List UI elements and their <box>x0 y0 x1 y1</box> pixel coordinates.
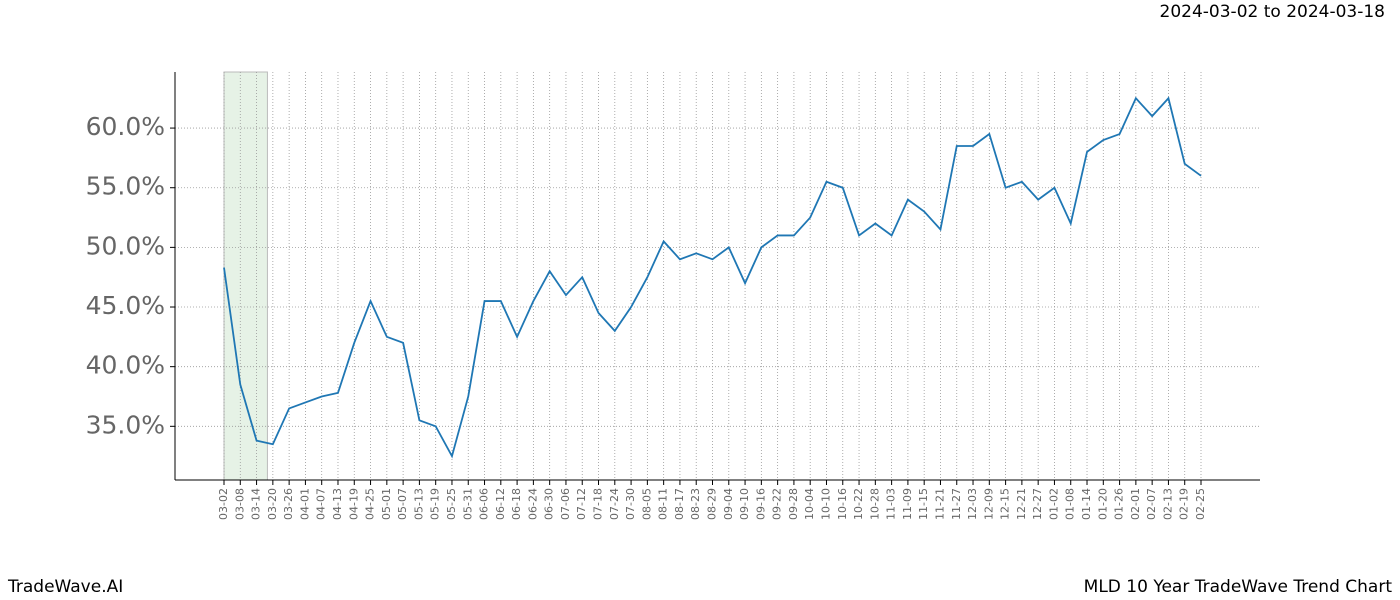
x-tick-label: 09-16 <box>754 488 767 520</box>
x-tick-label: 05-31 <box>461 488 474 520</box>
x-tick-label: 03-14 <box>250 488 263 520</box>
y-tick-label: 35.0% <box>86 410 165 439</box>
chart-title: MLD 10 Year TradeWave Trend Chart <box>1084 577 1393 597</box>
x-tick-label: 06-06 <box>478 488 491 520</box>
y-tick-label: 60.0% <box>86 112 165 141</box>
y-tick-label: 55.0% <box>86 172 165 201</box>
x-tick-label: 12-03 <box>966 488 979 520</box>
x-tick-label: 05-13 <box>412 488 425 520</box>
brand: TradeWave.AI <box>7 577 123 597</box>
x-tick-label: 02-19 <box>1178 488 1191 520</box>
x-tick-label: 08-23 <box>689 488 702 520</box>
x-tick-label: 06-24 <box>526 488 539 520</box>
x-tick-label: 01-08 <box>1064 488 1077 520</box>
x-tick-label: 08-17 <box>673 488 686 520</box>
x-tick-label: 04-07 <box>315 488 328 520</box>
x-tick-label: 05-19 <box>429 488 442 520</box>
x-tick-label: 04-25 <box>364 488 377 520</box>
x-tick-label: 03-20 <box>266 488 279 520</box>
x-tick-label: 11-09 <box>901 488 914 520</box>
x-tick-label: 07-06 <box>559 488 572 520</box>
x-tick-label: 01-02 <box>1047 488 1060 520</box>
x-tick-label: 01-26 <box>1113 488 1126 520</box>
x-tick-label: 01-20 <box>1096 488 1109 520</box>
x-tick-label: 12-27 <box>1031 488 1044 520</box>
x-tick-label: 12-21 <box>1015 488 1028 520</box>
x-tick-label: 11-03 <box>885 488 898 520</box>
x-tick-label: 12-09 <box>982 488 995 520</box>
x-tick-label: 05-01 <box>380 488 393 520</box>
x-tick-label: 06-18 <box>510 488 523 520</box>
x-tick-label: 09-04 <box>722 488 735 520</box>
x-tick-label: 06-30 <box>543 488 556 520</box>
x-tick-label: 06-12 <box>494 488 507 520</box>
x-tick-label: 02-13 <box>1161 488 1174 520</box>
series-line <box>223 96 1202 459</box>
x-tick-label: 10-04 <box>803 488 816 520</box>
x-tick-label: 02-07 <box>1145 488 1158 520</box>
x-tick-label: 07-30 <box>624 488 637 520</box>
x-tick-label: 10-28 <box>868 488 881 520</box>
y-tick-label: 40.0% <box>86 351 165 380</box>
x-tick-label: 08-11 <box>657 488 670 520</box>
chart-subtitle: 2024-03-02 to 2024-03-18 <box>1160 2 1385 22</box>
x-tick-label: 04-13 <box>331 488 344 520</box>
x-tick-label: 12-15 <box>999 488 1012 520</box>
x-tick-label: 10-16 <box>836 488 849 520</box>
x-tick-label: 07-24 <box>608 488 621 520</box>
x-tick-label: 02-25 <box>1194 488 1207 520</box>
x-tick-label: 05-25 <box>445 488 458 520</box>
x-tick-label: 02-01 <box>1129 488 1142 520</box>
x-tick-label: 03-08 <box>233 488 246 520</box>
x-tick-label: 07-18 <box>592 488 605 520</box>
y-tick-label: 50.0% <box>86 231 165 260</box>
x-tick-label: 05-07 <box>396 488 409 520</box>
x-tick-label: 08-05 <box>640 488 653 520</box>
x-tick-label: 03-26 <box>282 488 295 520</box>
x-tick-label: 11-21 <box>933 488 946 520</box>
x-tick-label: 03-02 <box>217 488 230 520</box>
x-tick-label: 04-19 <box>347 488 360 520</box>
x-tick-label: 07-12 <box>575 488 588 520</box>
x-tick-label: 01-14 <box>1080 488 1093 520</box>
x-tick-label: 11-27 <box>950 488 963 520</box>
x-tick-label: 11-15 <box>917 488 930 520</box>
x-tick-label: 10-10 <box>819 488 832 520</box>
x-tick-label: 10-22 <box>852 488 865 520</box>
x-tick-label: 09-28 <box>787 488 800 520</box>
highlight-span <box>223 71 268 481</box>
x-tick-label: 08-29 <box>706 488 719 520</box>
x-tick-label: 04-01 <box>298 488 311 520</box>
x-tick-label: 09-10 <box>738 488 751 520</box>
y-tick-label: 45.0% <box>86 291 165 320</box>
x-tick-label: 09-22 <box>771 488 784 520</box>
